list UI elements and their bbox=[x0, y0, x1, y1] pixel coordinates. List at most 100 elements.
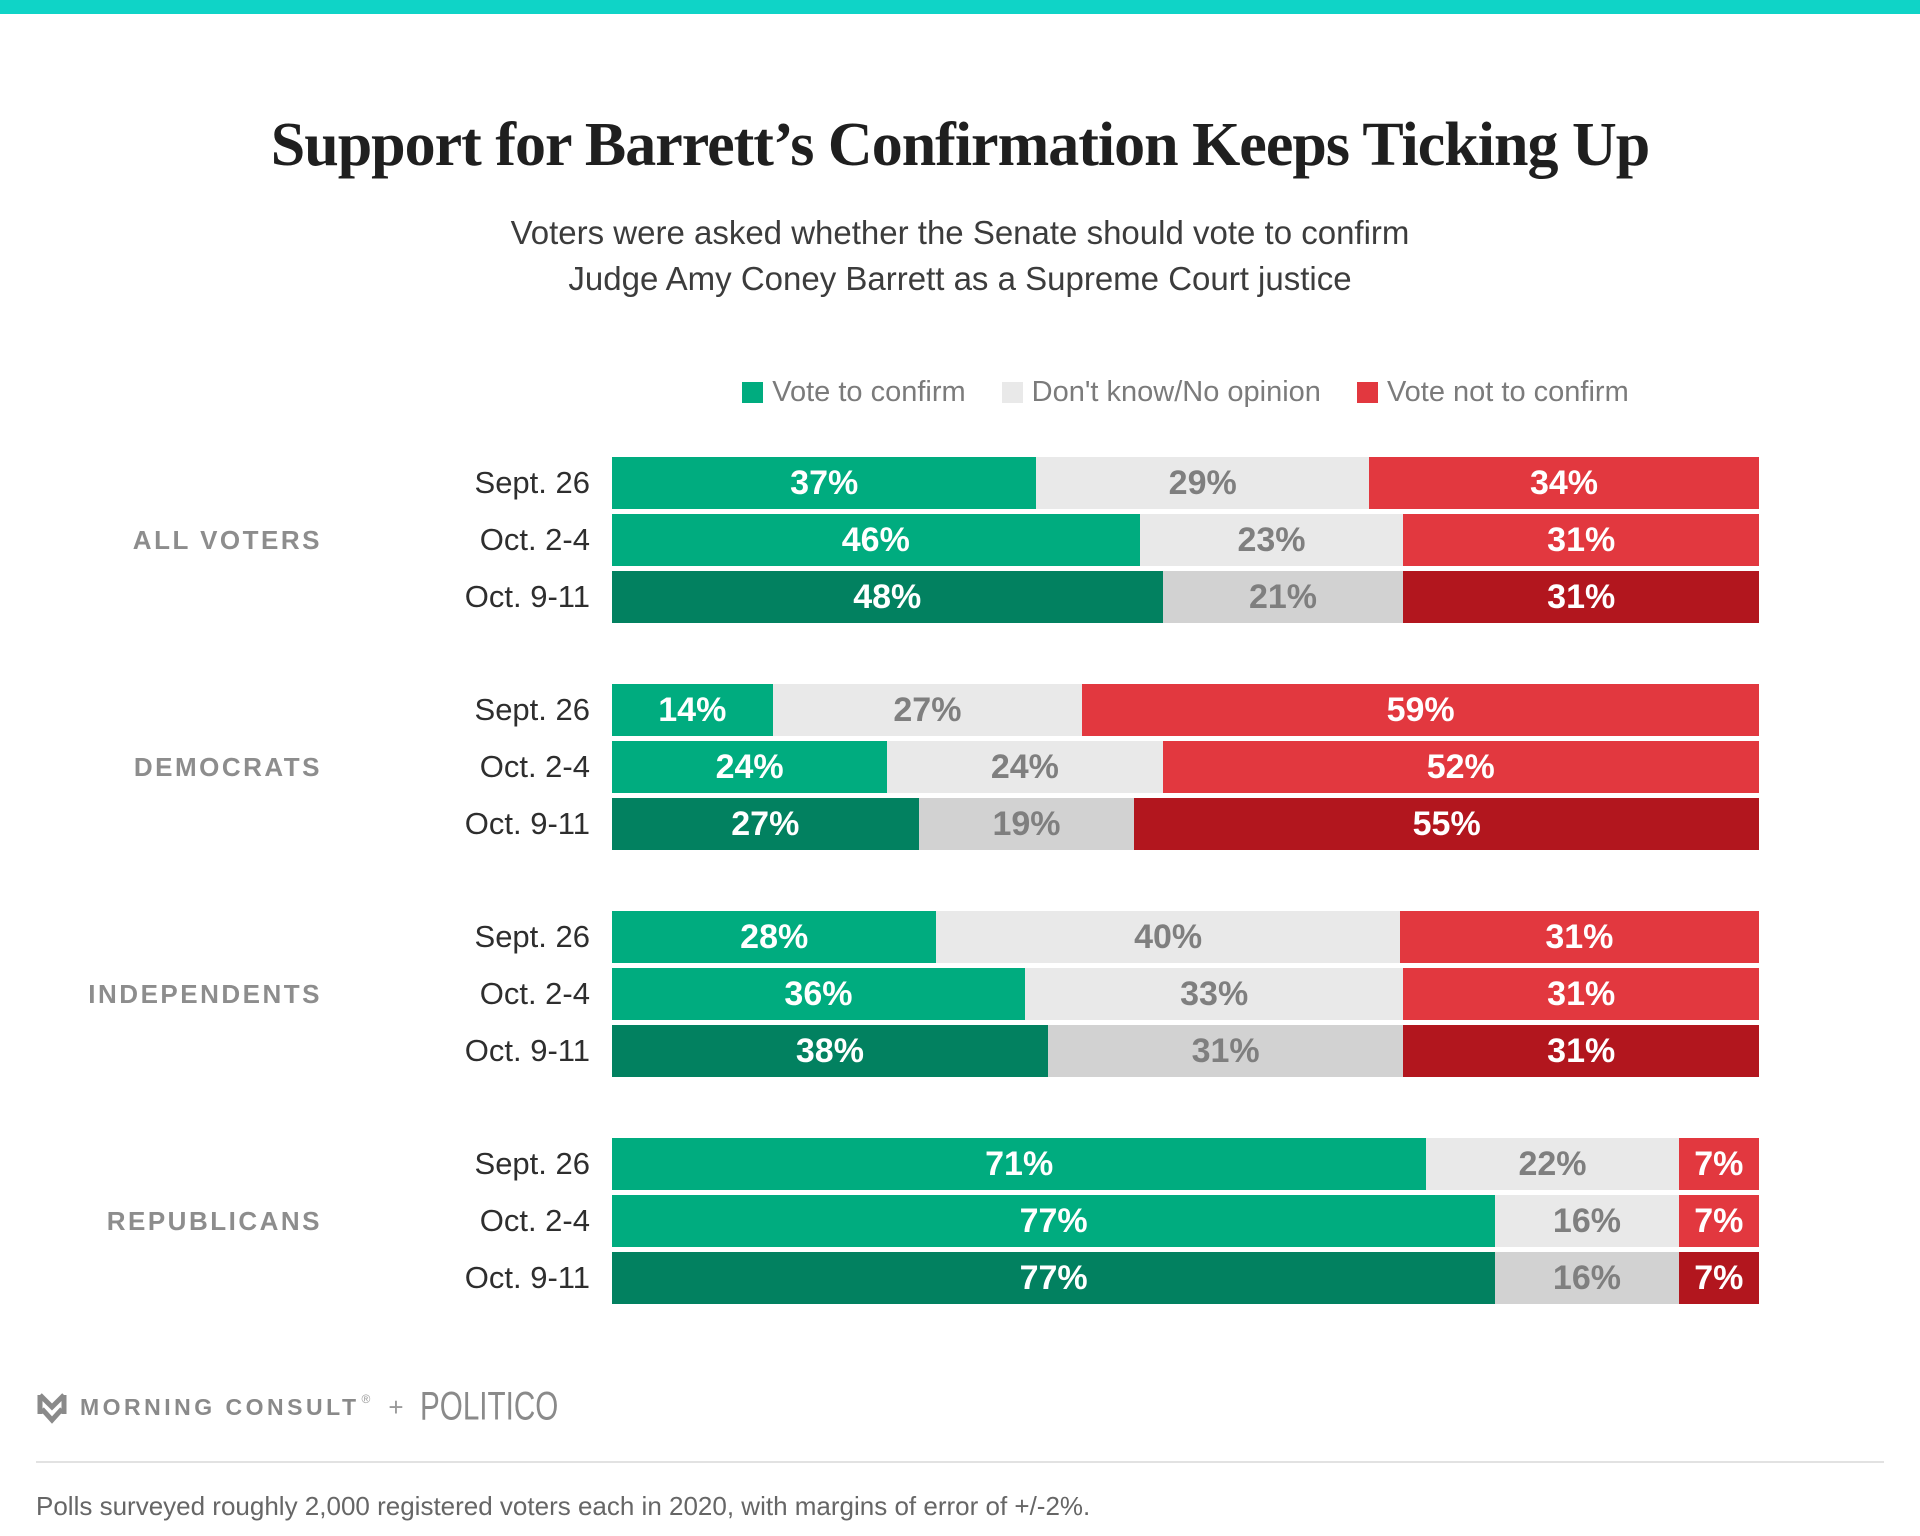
bar-segment-vote-not-to-confirm: 59% bbox=[1082, 684, 1759, 737]
segment-value-label: 21% bbox=[1248, 577, 1317, 616]
bar-segment-vote-to-confirm: 38% bbox=[612, 1025, 1048, 1078]
bar-segment-vote-to-confirm: 24% bbox=[612, 741, 888, 794]
subtitle-line-2: Judge Amy Coney Barrett as a Supreme Cou… bbox=[568, 260, 1352, 298]
segment-value-label: 31% bbox=[1191, 1031, 1260, 1070]
gray-swatch-icon bbox=[1001, 382, 1023, 404]
bar-segment-vote-not-to-confirm: 7% bbox=[1678, 1195, 1759, 1248]
bar-row: Sept. 26 71% 22% 7% bbox=[322, 1138, 1920, 1191]
segment-value-label: 22% bbox=[1518, 1144, 1587, 1183]
stacked-bar: 28% 40% 31% bbox=[612, 911, 1759, 964]
date-label: Sept. 26 bbox=[474, 465, 590, 501]
date-label: Sept. 26 bbox=[474, 1146, 590, 1182]
segment-value-label: 37% bbox=[790, 463, 859, 502]
bar-segment-vote-to-confirm: 46% bbox=[612, 514, 1140, 567]
stacked-bar: 37% 29% 34% bbox=[612, 457, 1759, 510]
date-label: Oct. 2-4 bbox=[479, 976, 590, 1012]
segment-value-label: 48% bbox=[853, 577, 922, 616]
bar-segment-dont-know: 40% bbox=[936, 911, 1400, 964]
bar-row: Oct. 2-4 24% 24% 52% bbox=[322, 741, 1920, 794]
bar-segment-vote-not-to-confirm: 52% bbox=[1162, 741, 1759, 794]
bar-row: Oct. 9-11 27% 19% 55% bbox=[322, 798, 1920, 851]
date-label: Oct. 2-4 bbox=[479, 1203, 590, 1239]
segment-value-label: 16% bbox=[1552, 1258, 1621, 1297]
date-label: Oct. 9-11 bbox=[464, 806, 590, 842]
segment-value-label: 24% bbox=[715, 747, 784, 786]
legend-item: Vote to confirm bbox=[742, 376, 966, 409]
bar-segment-vote-not-to-confirm: 31% bbox=[1403, 968, 1759, 1021]
bar-row: Oct. 9-11 38% 31% 31% bbox=[322, 1025, 1920, 1078]
bar-group: DEMOCRATS Sept. 26 14% 27% 59% Oct. 2-4 24% 24%… bbox=[0, 684, 1920, 851]
bar-segment-dont-know: 23% bbox=[1139, 514, 1404, 567]
bar-segment-vote-to-confirm: 71% bbox=[612, 1138, 1427, 1191]
top-accent-bar bbox=[0, 0, 1920, 14]
bar-segment-dont-know: 27% bbox=[772, 684, 1083, 737]
bar-segment-dont-know: 29% bbox=[1036, 457, 1369, 510]
stacked-bar: 77% 16% 7% bbox=[612, 1195, 1759, 1248]
stacked-bar: 48% 21% 31% bbox=[612, 571, 1759, 624]
segment-value-label: 46% bbox=[841, 520, 910, 559]
bar-segment-vote-to-confirm: 77% bbox=[612, 1195, 1496, 1248]
politico-wordmark: POLITICO bbox=[419, 1385, 558, 1430]
segment-value-label: 31% bbox=[1545, 917, 1614, 956]
segment-value-label: 7% bbox=[1694, 1201, 1744, 1240]
stacked-bar: 77% 16% 7% bbox=[612, 1252, 1759, 1305]
group-label: INDEPENDENTS bbox=[88, 978, 322, 1009]
chart: ALL VOTERS Sept. 26 37% 29% 34% Oct. 2-4 46% 23… bbox=[0, 457, 1920, 1305]
bar-group: REPUBLICANS Sept. 26 71% 22% 7% Oct. 2-4 77% 16… bbox=[0, 1138, 1920, 1305]
bar-segment-vote-not-to-confirm: 7% bbox=[1678, 1252, 1759, 1305]
bar-row: Sept. 26 28% 40% 31% bbox=[322, 911, 1920, 964]
plus-sign: + bbox=[388, 1392, 404, 1423]
bar-segment-vote-to-confirm: 27% bbox=[612, 798, 919, 851]
bar-row: Sept. 26 37% 29% 34% bbox=[322, 457, 1920, 510]
segment-value-label: 59% bbox=[1386, 690, 1455, 729]
legend-label: Vote to confirm bbox=[772, 376, 966, 409]
segment-value-label: 31% bbox=[1547, 1031, 1616, 1070]
segment-value-label: 23% bbox=[1237, 520, 1306, 559]
date-label: Sept. 26 bbox=[474, 919, 590, 955]
bar-segment-dont-know: 16% bbox=[1495, 1252, 1679, 1305]
subtitle: Voters were asked whether the Senate sho… bbox=[0, 210, 1920, 302]
segment-value-label: 77% bbox=[1019, 1258, 1088, 1297]
segment-value-label: 27% bbox=[893, 690, 962, 729]
bar-segment-vote-to-confirm: 48% bbox=[612, 571, 1163, 624]
bar-group: ALL VOTERS Sept. 26 37% 29% 34% Oct. 2-4 46% 23… bbox=[0, 457, 1920, 624]
bar-row: Oct. 2-4 36% 33% 31% bbox=[322, 968, 1920, 1021]
bar-row: Sept. 26 14% 27% 59% bbox=[322, 684, 1920, 737]
segment-value-label: 71% bbox=[985, 1144, 1054, 1183]
segment-value-label: 31% bbox=[1547, 974, 1616, 1013]
segment-value-label: 27% bbox=[731, 804, 800, 843]
segment-value-label: 31% bbox=[1547, 577, 1616, 616]
bar-segment-vote-to-confirm: 14% bbox=[612, 684, 773, 737]
bar-segment-vote-not-to-confirm: 55% bbox=[1134, 798, 1759, 851]
segment-value-label: 33% bbox=[1180, 974, 1249, 1013]
date-label: Sept. 26 bbox=[474, 692, 590, 728]
date-label: Oct. 9-11 bbox=[464, 579, 590, 615]
group-label: REPUBLICANS bbox=[106, 1205, 322, 1236]
group-rows: Sept. 26 71% 22% 7% Oct. 2-4 77% 16% 7% Oct. 9-1… bbox=[322, 1138, 1920, 1305]
bar-segment-vote-to-confirm: 36% bbox=[612, 968, 1025, 1021]
segment-value-label: 14% bbox=[658, 690, 727, 729]
group-label: ALL VOTERS bbox=[132, 524, 322, 555]
segment-value-label: 77% bbox=[1019, 1201, 1088, 1240]
segment-value-label: 36% bbox=[784, 974, 853, 1013]
date-label: Oct. 9-11 bbox=[464, 1260, 590, 1296]
segment-value-label: 28% bbox=[740, 917, 809, 956]
bar-segment-dont-know: 22% bbox=[1426, 1138, 1679, 1191]
group-rows: Sept. 26 37% 29% 34% Oct. 2-4 46% 23% 31% Oct. 9… bbox=[322, 457, 1920, 624]
stacked-bar: 14% 27% 59% bbox=[612, 684, 1759, 737]
brand-bar: MORNING CONSULT ® + POLITICO bbox=[36, 1385, 1920, 1430]
stacked-bar: 46% 23% 31% bbox=[612, 514, 1759, 567]
segment-value-label: 34% bbox=[1529, 463, 1599, 502]
bar-row: Oct. 2-4 46% 23% 31% bbox=[322, 514, 1920, 567]
bar-segment-vote-to-confirm: 77% bbox=[612, 1252, 1496, 1305]
bar-segment-dont-know: 33% bbox=[1024, 968, 1404, 1021]
bar-segment-dont-know: 24% bbox=[887, 741, 1163, 794]
page-title: Support for Barrett’s Confirmation Keeps… bbox=[270, 111, 1651, 179]
date-label: Oct. 2-4 bbox=[479, 749, 590, 785]
divider bbox=[36, 1461, 1884, 1464]
bar-segment-vote-not-to-confirm: 31% bbox=[1403, 571, 1759, 624]
bar-segment-vote-not-to-confirm: 34% bbox=[1369, 457, 1759, 510]
green-swatch-icon bbox=[742, 382, 764, 404]
bar-segment-dont-know: 31% bbox=[1047, 1025, 1404, 1078]
